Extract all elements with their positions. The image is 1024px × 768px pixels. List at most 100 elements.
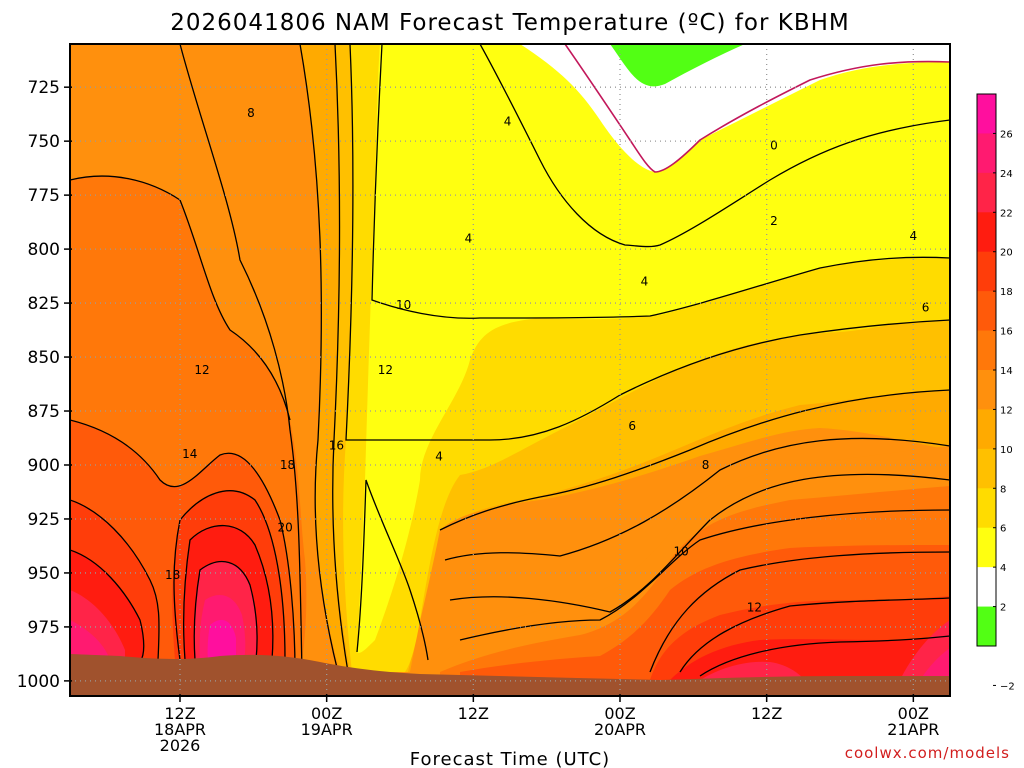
- colorbar-swatch: [977, 488, 996, 529]
- band-24-to-26: [70, 595, 246, 662]
- isotherm-2c: [479, 44, 950, 248]
- band-below-0: [610, 44, 745, 87]
- isotherm-label: 4: [910, 229, 918, 243]
- isotherm-label: 0: [770, 138, 778, 152]
- band-above-26: [207, 619, 236, 660]
- colorbar-tick-label: 4: [1000, 563, 1006, 574]
- isotherm-12c: [179, 44, 950, 673]
- isotherm-6c: [345, 44, 950, 441]
- colorbar-swatch: [977, 527, 996, 568]
- time-tick-label: 12Z: [164, 704, 195, 723]
- pressure-tick-label: 975: [28, 618, 60, 638]
- isotherm-label: 12: [378, 363, 393, 377]
- time-tick-label: 21APR: [887, 720, 939, 739]
- colorbar-swatch: [977, 172, 996, 213]
- pressure-tick-label: 725: [28, 78, 60, 98]
- band-0-to-2: [520, 44, 950, 172]
- pressure-tick-label: 825: [28, 294, 60, 314]
- isotherm-label: 20: [277, 521, 292, 535]
- pressure-tick-label: 925: [28, 510, 60, 530]
- isotherm-label: 4: [465, 231, 473, 245]
- colorbar-swatch: [977, 606, 996, 647]
- colorbar-swatch: [977, 251, 996, 292]
- colorbar-tick-label: 24: [1000, 169, 1013, 180]
- isotherm-label: 12: [747, 600, 762, 614]
- x-axis-title: Forecast Time (UTC): [410, 749, 610, 768]
- isotherm-label: 14: [182, 447, 197, 461]
- colorbar-tick-label: 12: [1000, 405, 1013, 416]
- isotherm-18c: [70, 490, 950, 673]
- colorbar-swatch: [977, 330, 996, 371]
- isotherm-label: 4: [504, 115, 512, 129]
- isotherm-14c: [70, 175, 950, 641]
- band-4-to-6: [357, 44, 950, 653]
- colorbar-tick-label: 16: [1000, 327, 1013, 338]
- colorbar-tick-label: −2: [1000, 681, 1015, 692]
- time-tick-label: 2026: [160, 736, 201, 755]
- pressure-tick-label: 875: [28, 402, 60, 422]
- band-lower-right-22-to-24: [700, 620, 950, 680]
- pressure-tick-label: 800: [28, 240, 60, 260]
- time-tick-label: 20APR: [594, 720, 646, 739]
- colorbar-swatch: [977, 370, 996, 410]
- isotherm-label: 4: [435, 449, 443, 463]
- pressure-tick-label: 900: [28, 456, 60, 476]
- pressure-axis-ticks: 725 750 775 800 825 850 875 900 925 950 975 1000: [17, 78, 72, 692]
- plot-gridlines: [70, 44, 950, 696]
- time-tick-label: 12Z: [751, 704, 782, 723]
- time-tick-label: 00Z: [311, 704, 342, 723]
- colorbar-tick-label: 8: [1000, 484, 1006, 495]
- colorbar-swatch: [977, 133, 996, 174]
- isotherm-label: 10: [673, 544, 688, 558]
- pressure-tick-label: 775: [28, 186, 60, 206]
- time-tick-label: 19APR: [301, 720, 353, 739]
- isotherm-8c: [332, 44, 950, 673]
- pressure-tick-label: 950: [28, 564, 60, 584]
- colorbar-swatch: [977, 212, 996, 253]
- isotherm-label: 4: [641, 274, 649, 288]
- isotherm-label: 6: [922, 300, 930, 314]
- temperature-fill-bands: [70, 44, 950, 696]
- time-tick-label: 12Z: [458, 704, 489, 723]
- isotherm-4c-lower: [356, 479, 429, 661]
- colorbar-tick-label: 2: [1000, 603, 1006, 614]
- isotherm-label: 18: [280, 458, 295, 472]
- plot-frame: [69, 43, 951, 697]
- source-credit: coolwx.com/models: [845, 744, 1010, 762]
- pressure-tick-label: 1000: [17, 672, 60, 692]
- colorbar-tick-label: 10: [1000, 445, 1013, 456]
- time-tick-label: 18APR: [154, 720, 206, 739]
- colorbar-swatch: [977, 409, 996, 450]
- isotherm-label: 18: [165, 568, 180, 582]
- temperature-colorbar: 26 24 22 20 18 16 14 12 10 8 6 4 2 −2: [976, 93, 1015, 692]
- isotherm-contour-lines: [70, 44, 950, 677]
- colorbar-tick-label: 20: [1000, 248, 1013, 259]
- colorbar-tick-label: 14: [1000, 366, 1013, 377]
- isotherm-label: 16: [329, 439, 344, 453]
- colorbar-tick-label: 18: [1000, 287, 1013, 298]
- isotherm-label: 10: [396, 298, 411, 312]
- isotherm-10c: [299, 44, 950, 673]
- colorbar-swatch: [977, 94, 996, 134]
- time-tick-label: 00Z: [898, 704, 929, 723]
- isotherm-label: 6: [628, 419, 636, 433]
- pressure-tick-label: 750: [28, 132, 60, 152]
- colorbar-swatch: [977, 291, 996, 332]
- colorbar-swatch: [977, 567, 996, 608]
- isotherm-20c: [70, 524, 950, 677]
- ground-terrain-below-surface: [70, 654, 950, 696]
- pressure-tick-label: 850: [28, 348, 60, 368]
- band-lower-right-24-to-26: [920, 648, 950, 680]
- isotherm-label: 8: [247, 106, 255, 120]
- isotherm-label: 2: [770, 214, 778, 228]
- isotherm-22c: [193, 561, 258, 661]
- plot-area: 0244444668810101012121212141616181820: [70, 44, 950, 696]
- colorbar-tick-label: 26: [1000, 129, 1013, 140]
- colorbar-swatch: [977, 448, 996, 489]
- isotherm-16c: [70, 419, 950, 673]
- chart-title: 2026041806 NAM Forecast Temperature (ºC)…: [170, 10, 849, 36]
- time-tick-label: 00Z: [604, 704, 635, 723]
- isotherm-label: 12: [194, 363, 209, 377]
